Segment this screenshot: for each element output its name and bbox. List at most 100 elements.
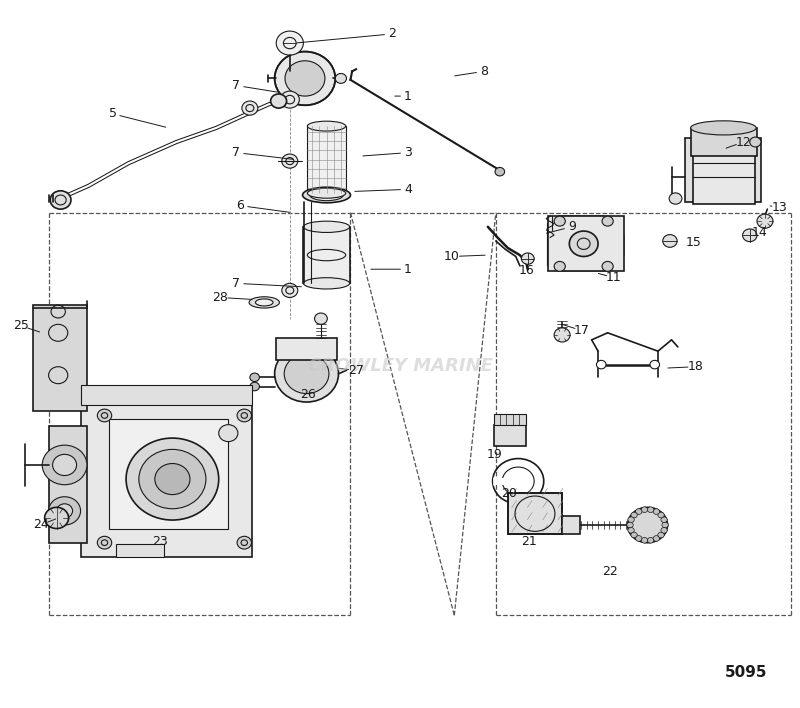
Text: 18: 18 [687, 360, 703, 373]
Ellipse shape [302, 187, 350, 202]
Ellipse shape [303, 278, 350, 289]
Circle shape [282, 154, 298, 169]
Bar [494, 414, 526, 425]
Text: 5095: 5095 [725, 666, 767, 680]
Circle shape [98, 536, 112, 549]
Circle shape [742, 229, 757, 241]
Circle shape [139, 450, 206, 509]
Bar [508, 493, 562, 534]
Text: 23: 23 [153, 535, 168, 548]
Circle shape [270, 94, 286, 108]
Circle shape [628, 508, 667, 542]
Circle shape [218, 425, 238, 442]
Circle shape [653, 509, 659, 515]
Ellipse shape [307, 121, 346, 131]
Bar [33, 304, 87, 411]
Bar [276, 338, 337, 360]
Bar [109, 419, 228, 529]
Text: 12: 12 [735, 135, 751, 149]
Text: 1: 1 [404, 263, 412, 275]
Circle shape [98, 409, 112, 422]
Circle shape [276, 31, 303, 55]
Circle shape [757, 214, 773, 228]
Circle shape [282, 283, 298, 297]
Circle shape [597, 360, 606, 369]
Circle shape [628, 527, 634, 533]
Circle shape [495, 168, 505, 176]
Circle shape [155, 464, 190, 495]
Circle shape [653, 536, 659, 542]
Circle shape [53, 455, 77, 476]
Text: 1: 1 [404, 90, 412, 103]
Bar [303, 227, 350, 283]
Circle shape [49, 497, 81, 525]
Text: 5: 5 [109, 107, 117, 120]
Circle shape [627, 523, 633, 528]
Circle shape [57, 504, 73, 518]
Ellipse shape [249, 297, 279, 308]
Bar [508, 493, 562, 534]
Bar [691, 128, 757, 156]
Text: 28: 28 [212, 291, 228, 304]
Circle shape [335, 74, 346, 84]
Text: 20: 20 [502, 486, 518, 500]
Circle shape [642, 507, 648, 513]
Circle shape [42, 445, 87, 485]
Circle shape [522, 253, 534, 264]
Circle shape [280, 91, 299, 108]
Text: 24: 24 [33, 518, 49, 532]
Bar [307, 126, 346, 193]
Circle shape [647, 507, 654, 513]
Circle shape [274, 346, 338, 402]
Circle shape [662, 234, 677, 247]
Text: 19: 19 [487, 448, 503, 461]
Circle shape [669, 193, 682, 204]
Circle shape [285, 61, 325, 96]
Ellipse shape [255, 299, 273, 306]
Circle shape [631, 532, 638, 538]
Circle shape [662, 523, 668, 528]
Ellipse shape [310, 189, 343, 200]
Circle shape [602, 261, 614, 271]
Circle shape [284, 354, 329, 394]
Circle shape [631, 512, 638, 518]
Circle shape [237, 536, 251, 549]
Circle shape [661, 517, 667, 523]
Text: 21: 21 [522, 535, 538, 548]
Circle shape [554, 261, 566, 271]
Circle shape [635, 536, 642, 542]
Circle shape [242, 101, 258, 115]
Circle shape [658, 512, 664, 518]
Text: 14: 14 [751, 226, 767, 239]
Text: 26: 26 [300, 388, 316, 401]
Text: 10: 10 [444, 250, 460, 263]
Bar [49, 426, 87, 542]
Text: 4: 4 [404, 183, 412, 196]
Circle shape [647, 537, 654, 543]
Text: 22: 22 [602, 565, 618, 578]
Circle shape [650, 360, 659, 369]
Ellipse shape [690, 121, 756, 135]
Circle shape [50, 190, 71, 209]
Circle shape [554, 328, 570, 342]
Circle shape [750, 137, 761, 147]
Circle shape [45, 508, 69, 529]
Bar [562, 516, 580, 534]
Circle shape [661, 527, 667, 533]
Circle shape [635, 509, 642, 515]
Bar [81, 385, 252, 405]
Circle shape [250, 382, 259, 391]
Circle shape [602, 216, 614, 226]
Bar [548, 216, 624, 270]
Circle shape [126, 438, 218, 520]
Bar [693, 137, 755, 204]
Text: 2: 2 [388, 28, 396, 40]
Text: 9: 9 [568, 220, 576, 234]
Circle shape [554, 216, 566, 226]
Circle shape [250, 373, 259, 382]
Circle shape [658, 532, 664, 538]
Bar [685, 139, 761, 202]
Circle shape [628, 517, 634, 523]
Bar [117, 544, 165, 556]
Circle shape [642, 537, 648, 543]
